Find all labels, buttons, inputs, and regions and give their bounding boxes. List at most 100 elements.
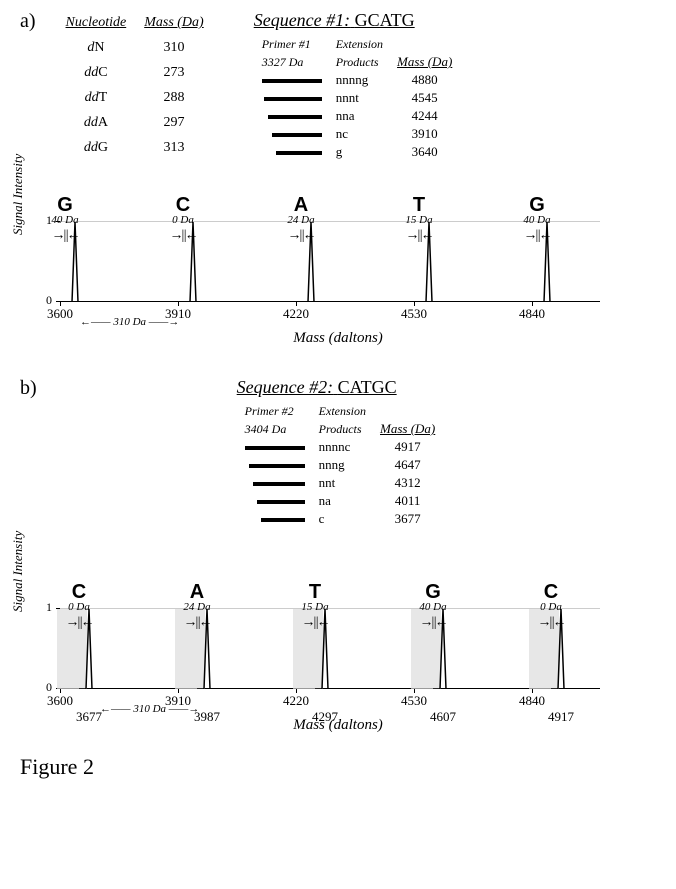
chart-a-xlabel: Mass (daltons) bbox=[20, 330, 656, 347]
mass-a-hdr: Mass (Da) bbox=[391, 54, 458, 70]
peak-arrows: →| |← bbox=[507, 228, 567, 244]
xtick: 4840 bbox=[519, 693, 545, 709]
ext-mass: 4545 bbox=[391, 90, 458, 106]
extension-table-a: Primer #1 Extension 3327 Da Products Mas… bbox=[254, 35, 461, 162]
peak-da: 24 Da bbox=[271, 214, 331, 226]
ext-bar bbox=[256, 90, 328, 106]
nuc-mass: 297 bbox=[136, 112, 212, 135]
xtick-lower: 4917 bbox=[548, 709, 574, 725]
chart-b-wrap: Signal Intensity 0 1 3600391042204530484… bbox=[20, 549, 656, 734]
peak-arrows: →| |← bbox=[35, 228, 95, 244]
chart-b: 0 1 360039104220453048403677398742974607… bbox=[60, 549, 600, 709]
ext-mass: 4647 bbox=[374, 457, 441, 473]
peak: G 40 Da →| |← bbox=[537, 222, 557, 302]
ext-seq: nnnt bbox=[330, 90, 389, 106]
panel-a-label: a) bbox=[20, 10, 36, 162]
ext-seq: nna bbox=[330, 108, 389, 124]
peak-arrows: →| |← bbox=[271, 228, 331, 244]
ext-mass: 4011 bbox=[374, 493, 441, 509]
nuc-mass: 310 bbox=[136, 36, 212, 59]
xtick: 4220 bbox=[283, 693, 309, 709]
nuc-hdr-1: Nucleotide bbox=[58, 12, 135, 34]
nuc-row: ddT bbox=[58, 87, 135, 110]
peak-arrows: →| |← bbox=[389, 228, 449, 244]
nuc-row: ddC bbox=[58, 62, 135, 85]
ext-a-label: Extension bbox=[330, 37, 389, 52]
mass-b-hdr: Mass (Da) bbox=[374, 421, 441, 437]
peak-da: 0 Da bbox=[153, 214, 213, 226]
xtick: 3600 bbox=[47, 306, 73, 322]
xtick: 4530 bbox=[401, 306, 427, 322]
chart-a-wrap: Signal Intensity 0 1 3600391042204530484… bbox=[20, 182, 656, 347]
peak-arrows: →| |← bbox=[167, 615, 227, 631]
sequence-1-block: Sequence #1: GCATG Primer #1 Extension 3… bbox=[254, 10, 461, 162]
ext-bar bbox=[239, 493, 311, 509]
ext-seq: nnt bbox=[313, 475, 372, 491]
seq2-prefix: Sequence #2: bbox=[237, 377, 333, 397]
nuc-hdr-2: Mass (Da) bbox=[136, 12, 212, 34]
nuc-row: ddA bbox=[58, 112, 135, 135]
ext-bar bbox=[239, 457, 311, 473]
ext-bar bbox=[239, 475, 311, 491]
peak-arrows: →| |← bbox=[285, 615, 345, 631]
peak-arrows: →| |← bbox=[521, 615, 581, 631]
ext-bar bbox=[256, 72, 328, 88]
ext-seq: nnnnc bbox=[313, 439, 372, 455]
xtick: 4530 bbox=[401, 693, 427, 709]
ext-mass: 4880 bbox=[391, 72, 458, 88]
chart-a-ylabel: Signal Intensity bbox=[10, 153, 26, 234]
ext-seq: nc bbox=[330, 126, 389, 142]
xtick-lower: 4607 bbox=[430, 709, 456, 725]
peak: T 15 Da →| |← bbox=[419, 222, 439, 302]
peak-da: 24 Da bbox=[167, 601, 227, 613]
ext-mass: 4244 bbox=[391, 108, 458, 124]
primer-b-label: Primer #2 bbox=[239, 404, 311, 419]
xtick-lower: 3677 bbox=[76, 709, 102, 725]
ext-mass: 3910 bbox=[391, 126, 458, 142]
ext-b-label: Extension bbox=[313, 404, 372, 419]
xtick-lower: 4297 bbox=[312, 709, 338, 725]
seq2-title: Sequence #2: CATGC bbox=[237, 377, 444, 398]
primer-a-mass: 3327 Da bbox=[256, 54, 328, 70]
peak-da: 15 Da bbox=[285, 601, 345, 613]
extension-table-b: Primer #2 Extension 3404 Da Products Mas… bbox=[237, 402, 444, 529]
ext-seq: c bbox=[313, 511, 372, 527]
chart-a: 0 1 36003910422045304840←—— 310 Da ——→G … bbox=[60, 182, 600, 322]
seq1-seq: GCATG bbox=[355, 10, 415, 30]
peak: G 40 Da →| |← bbox=[65, 222, 85, 302]
peak-arrows: →| |← bbox=[153, 228, 213, 244]
peak-da: 40 Da bbox=[35, 214, 95, 226]
ext-seq: nnnng bbox=[330, 72, 389, 88]
seq2-seq: CATGC bbox=[338, 377, 397, 397]
chart-b-ylabel: Signal Intensity bbox=[10, 530, 26, 611]
nucleotide-table: Nucleotide Mass (Da) dN310ddC273ddT288dd… bbox=[56, 10, 214, 162]
ext-mass: 4312 bbox=[374, 475, 441, 491]
peak: G 40 Da →| |← bbox=[433, 609, 453, 689]
xtick: 4840 bbox=[519, 306, 545, 322]
xtick: 4220 bbox=[283, 306, 309, 322]
peak-da: 15 Da bbox=[389, 214, 449, 226]
sequence-2-block: Sequence #2: CATGC Primer #2 Extension 3… bbox=[237, 377, 444, 529]
ext-bar bbox=[256, 144, 328, 160]
ext-bar bbox=[239, 439, 311, 455]
peak-arrows: →| |← bbox=[49, 615, 109, 631]
peak-arrows: →| |← bbox=[403, 615, 463, 631]
ext-seq: g bbox=[330, 144, 389, 160]
span-310: ←—— 310 Da ——→ bbox=[100, 703, 199, 715]
nuc-mass: 288 bbox=[136, 87, 212, 110]
seq1-title: Sequence #1: GCATG bbox=[254, 10, 461, 31]
nuc-row: dN bbox=[58, 36, 135, 59]
peak-da: 40 Da bbox=[507, 214, 567, 226]
nuc-mass: 273 bbox=[136, 62, 212, 85]
peak-da: 40 Da bbox=[403, 601, 463, 613]
seq1-prefix: Sequence #1: bbox=[254, 10, 350, 30]
ext-mass: 4917 bbox=[374, 439, 441, 455]
prod-b-label: Products bbox=[313, 421, 372, 437]
figure-label: Figure 2 bbox=[20, 754, 656, 780]
peak: A 24 Da →| |← bbox=[197, 609, 217, 689]
nuc-row: ddG bbox=[58, 137, 135, 160]
ext-seq: nnng bbox=[313, 457, 372, 473]
ext-bar bbox=[239, 511, 311, 527]
prod-a-label: Products bbox=[330, 54, 389, 70]
peak: C 0 Da →| |← bbox=[183, 222, 203, 302]
